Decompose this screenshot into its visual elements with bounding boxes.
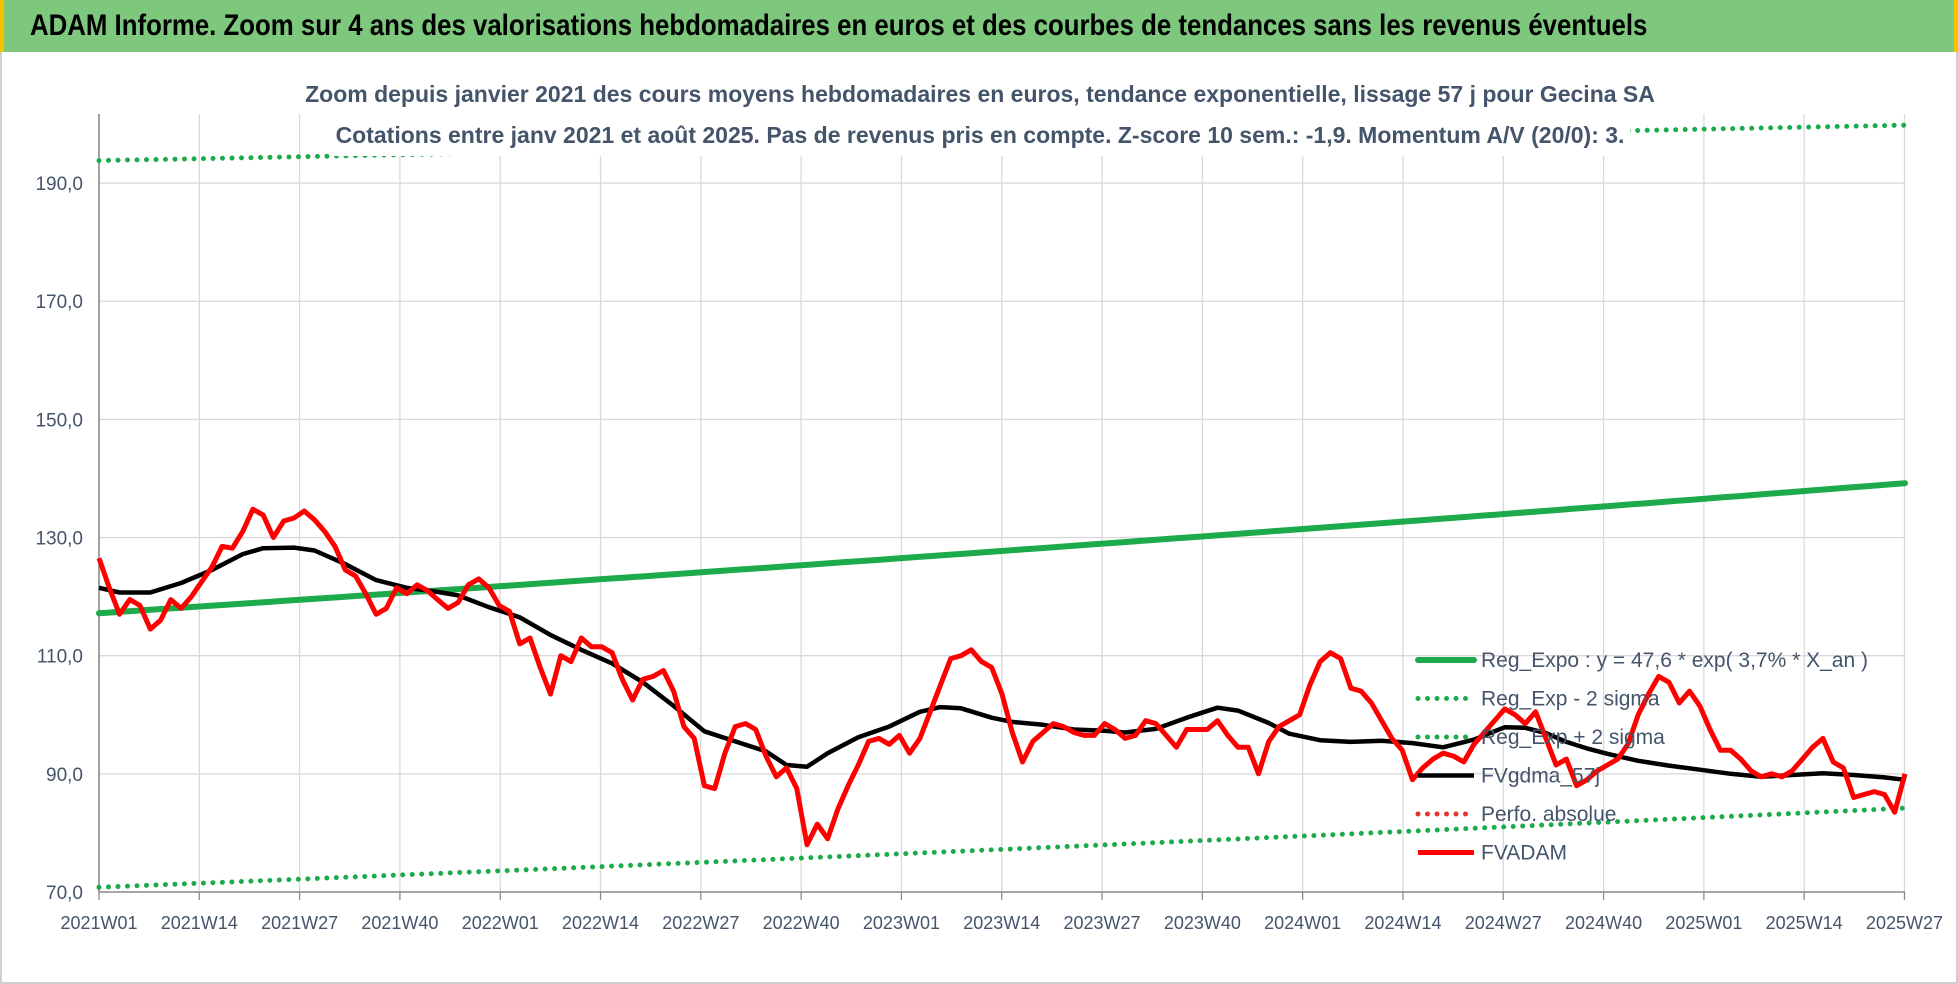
chart-series-lines (96, 76, 1908, 890)
x-tick-label: 2022W40 (763, 913, 840, 933)
x-axis-tick-labels: 2021W01 2021W14 2021W27 2021W40 2022W01 2022W… (60, 913, 1943, 933)
legend-label: FVgdma_57j (1481, 765, 1600, 788)
chart-legend: Reg_Expo : y = 47,6 * exp( 3,7% * X_an )… (1415, 649, 1868, 865)
report-title: ADAM Informe. Zoom sur 4 ans des valoris… (30, 9, 1648, 42)
x-tick-label: 2024W40 (1565, 913, 1642, 933)
y-tick-label: 190,0 (35, 174, 83, 195)
series-line-3 (98, 545, 1906, 783)
y-tick-label: 150,0 (35, 410, 83, 431)
y-tick-label: 170,0 (35, 292, 83, 313)
x-tick-label: 2025W14 (1766, 913, 1843, 933)
y-tick-label: 90,0 (46, 765, 83, 786)
legend-label: Reg_Expo : y = 47,6 * exp( 3,7% * X_an ) (1481, 649, 1868, 672)
x-tick-label: 2022W01 (462, 913, 539, 933)
chart-gridlines (98, 114, 1906, 900)
y-tick-label: 70,0 (46, 883, 83, 904)
series-line-5 (96, 506, 1908, 848)
x-tick-label: 2021W27 (261, 913, 338, 933)
x-tick-label: 2024W01 (1264, 913, 1341, 933)
series-line-1 (96, 805, 1908, 890)
x-tick-label: 2023W01 (863, 913, 940, 933)
chart-title: Zoom depuis janvier 2021 des cours moyen… (305, 81, 1655, 107)
report-banner: ADAM Informe. Zoom sur 4 ans des valoris… (0, 0, 1958, 52)
x-tick-label: 2023W27 (1064, 913, 1141, 933)
x-tick-label: 2021W14 (161, 913, 238, 933)
x-tick-label: 2024W27 (1465, 913, 1542, 933)
legend-label: Reg_Exp - 2 sigma (1481, 688, 1660, 711)
x-tick-label: 2025W01 (1665, 913, 1742, 933)
x-tick-label: 2021W40 (361, 913, 438, 933)
x-tick-label: 2023W40 (1164, 913, 1241, 933)
chart-subtitle: Cotations entre janv 2021 et août 2025. … (336, 122, 1625, 148)
y-tick-label: 110,0 (37, 647, 83, 668)
legend-label: Perfo. absolue (1481, 803, 1616, 826)
x-tick-label: 2022W27 (662, 913, 739, 933)
chart-frame (0, 52, 1958, 984)
x-tick-label: 2025W27 (1866, 913, 1943, 933)
legend-label: FVADAM (1481, 842, 1567, 865)
x-tick-label: 2024W14 (1364, 913, 1441, 933)
x-tick-label: 2022W14 (562, 913, 639, 933)
legend-label: Reg_Exp + 2 sigma (1481, 726, 1665, 749)
y-tick-label: 130,0 (35, 529, 83, 550)
title-background (330, 76, 1630, 156)
x-tick-label: 2021W01 (60, 913, 137, 933)
y-axis-tick-labels: 70,0 90,0 110,0 130,0 150,0 170,0 190,0 (35, 174, 83, 904)
x-tick-label: 2023W14 (963, 913, 1040, 933)
series-line-0 (96, 480, 1908, 617)
